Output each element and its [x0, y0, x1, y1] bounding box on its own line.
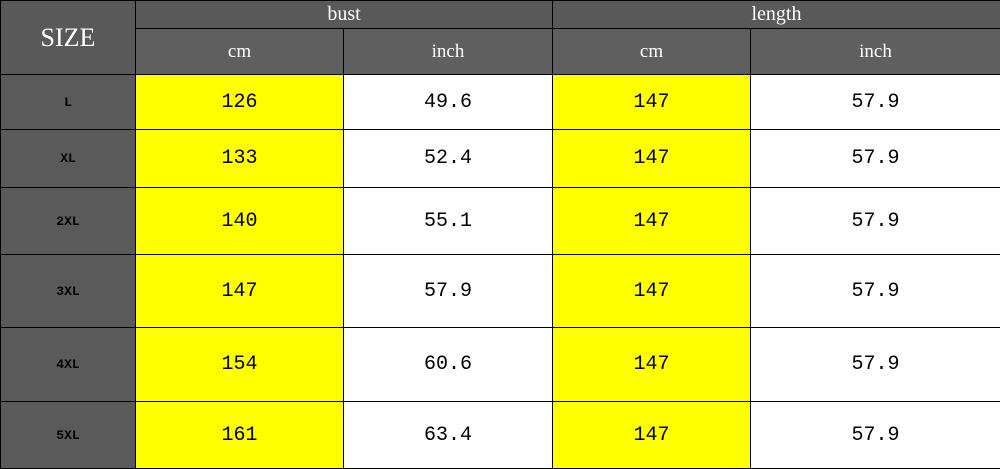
unit-header: inch	[344, 29, 553, 75]
value-cell: 154	[136, 328, 344, 402]
value-cell: 133	[136, 130, 344, 188]
value-cell: 147	[553, 402, 751, 469]
unit-header: cm	[136, 29, 344, 75]
value-cell: 147	[553, 328, 751, 402]
unit-header: cm	[553, 29, 751, 75]
value-cell: 147	[553, 255, 751, 328]
group-header: length	[553, 1, 1000, 29]
value-cell: 57.9	[751, 402, 1000, 469]
value-cell: 57.9	[344, 255, 553, 328]
size-cell: 4XL	[1, 328, 136, 402]
size-cell: XL	[1, 130, 136, 188]
value-cell: 57.9	[751, 188, 1000, 255]
value-cell: 49.6	[344, 75, 553, 130]
value-cell: 57.9	[751, 130, 1000, 188]
value-cell: 147	[136, 255, 344, 328]
unit-header: inch	[751, 29, 1000, 75]
value-cell: 55.1	[344, 188, 553, 255]
size-header: SIZE	[1, 1, 136, 75]
value-cell: 126	[136, 75, 344, 130]
value-cell: 60.6	[344, 328, 553, 402]
size-cell: 5XL	[1, 402, 136, 469]
value-cell: 147	[553, 188, 751, 255]
value-cell: 161	[136, 402, 344, 469]
value-cell: 57.9	[751, 255, 1000, 328]
size-cell: 3XL	[1, 255, 136, 328]
value-cell: 147	[553, 75, 751, 130]
size-cell: 2XL	[1, 188, 136, 255]
value-cell: 57.9	[751, 75, 1000, 130]
value-cell: 147	[553, 130, 751, 188]
value-cell: 63.4	[344, 402, 553, 469]
value-cell: 52.4	[344, 130, 553, 188]
group-header: bust	[136, 1, 553, 29]
value-cell: 140	[136, 188, 344, 255]
value-cell: 57.9	[751, 328, 1000, 402]
size-cell: L	[1, 75, 136, 130]
